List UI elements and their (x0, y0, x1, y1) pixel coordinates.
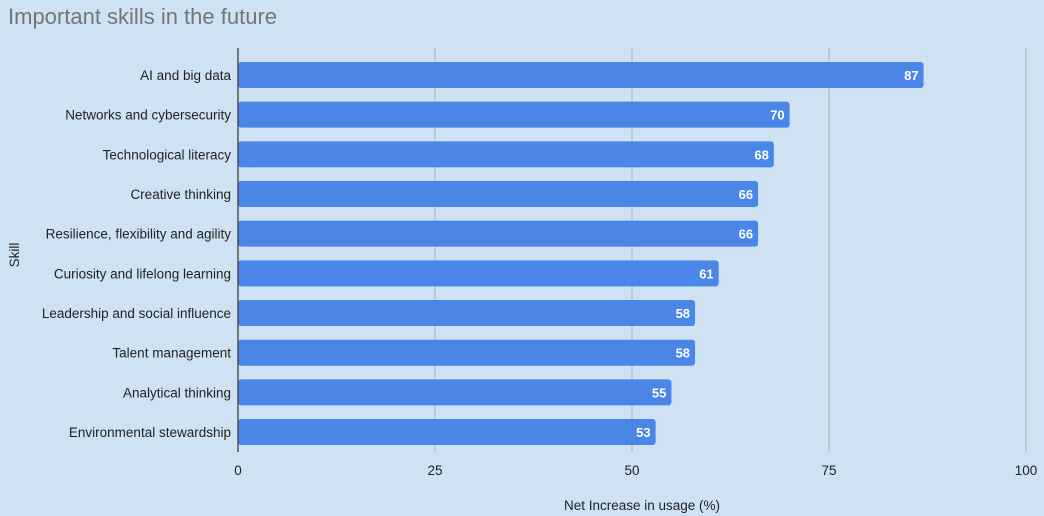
category-label: Leadership and social influence (42, 306, 231, 321)
x-axis-title: Net Increase in usage (%) (564, 498, 720, 513)
bar (238, 339, 696, 366)
data-label: 55 (652, 385, 666, 400)
category-label: Talent management (112, 346, 231, 361)
bar (238, 181, 759, 208)
bar (238, 220, 759, 247)
y-axis-title: Skill (7, 243, 22, 268)
data-label: 58 (676, 306, 690, 321)
data-label: 68 (754, 147, 768, 162)
category-label: AI and big data (140, 68, 231, 83)
bar (238, 260, 719, 287)
bar (238, 101, 790, 128)
category-label: Networks and cybersecurity (65, 108, 231, 123)
data-label: 70 (770, 108, 784, 123)
bar (238, 141, 774, 168)
chart-title: Important skills in the future (8, 4, 278, 29)
data-label: 87 (904, 68, 918, 83)
category-label: Curiosity and lifelong learning (54, 266, 231, 281)
category-label: Technological literacy (103, 147, 232, 162)
x-tick-label: 100 (1015, 463, 1038, 478)
data-label: 66 (739, 187, 753, 202)
x-tick-label: 0 (234, 463, 242, 478)
category-label: Environmental stewardship (69, 425, 231, 440)
data-label: 53 (636, 425, 650, 440)
bar (238, 62, 924, 88)
x-tick-label: 25 (427, 463, 442, 478)
x-tick-label: 50 (624, 463, 639, 478)
category-label: Creative thinking (130, 187, 231, 202)
category-label: Analytical thinking (123, 385, 231, 400)
bar (238, 419, 656, 446)
bar (238, 379, 672, 406)
bar (238, 300, 696, 327)
x-tick-label: 75 (821, 463, 836, 478)
data-label: 61 (699, 266, 713, 281)
data-label: 66 (739, 227, 753, 242)
data-label: 58 (676, 346, 690, 361)
category-label: Resilience, flexibility and agility (46, 227, 232, 242)
